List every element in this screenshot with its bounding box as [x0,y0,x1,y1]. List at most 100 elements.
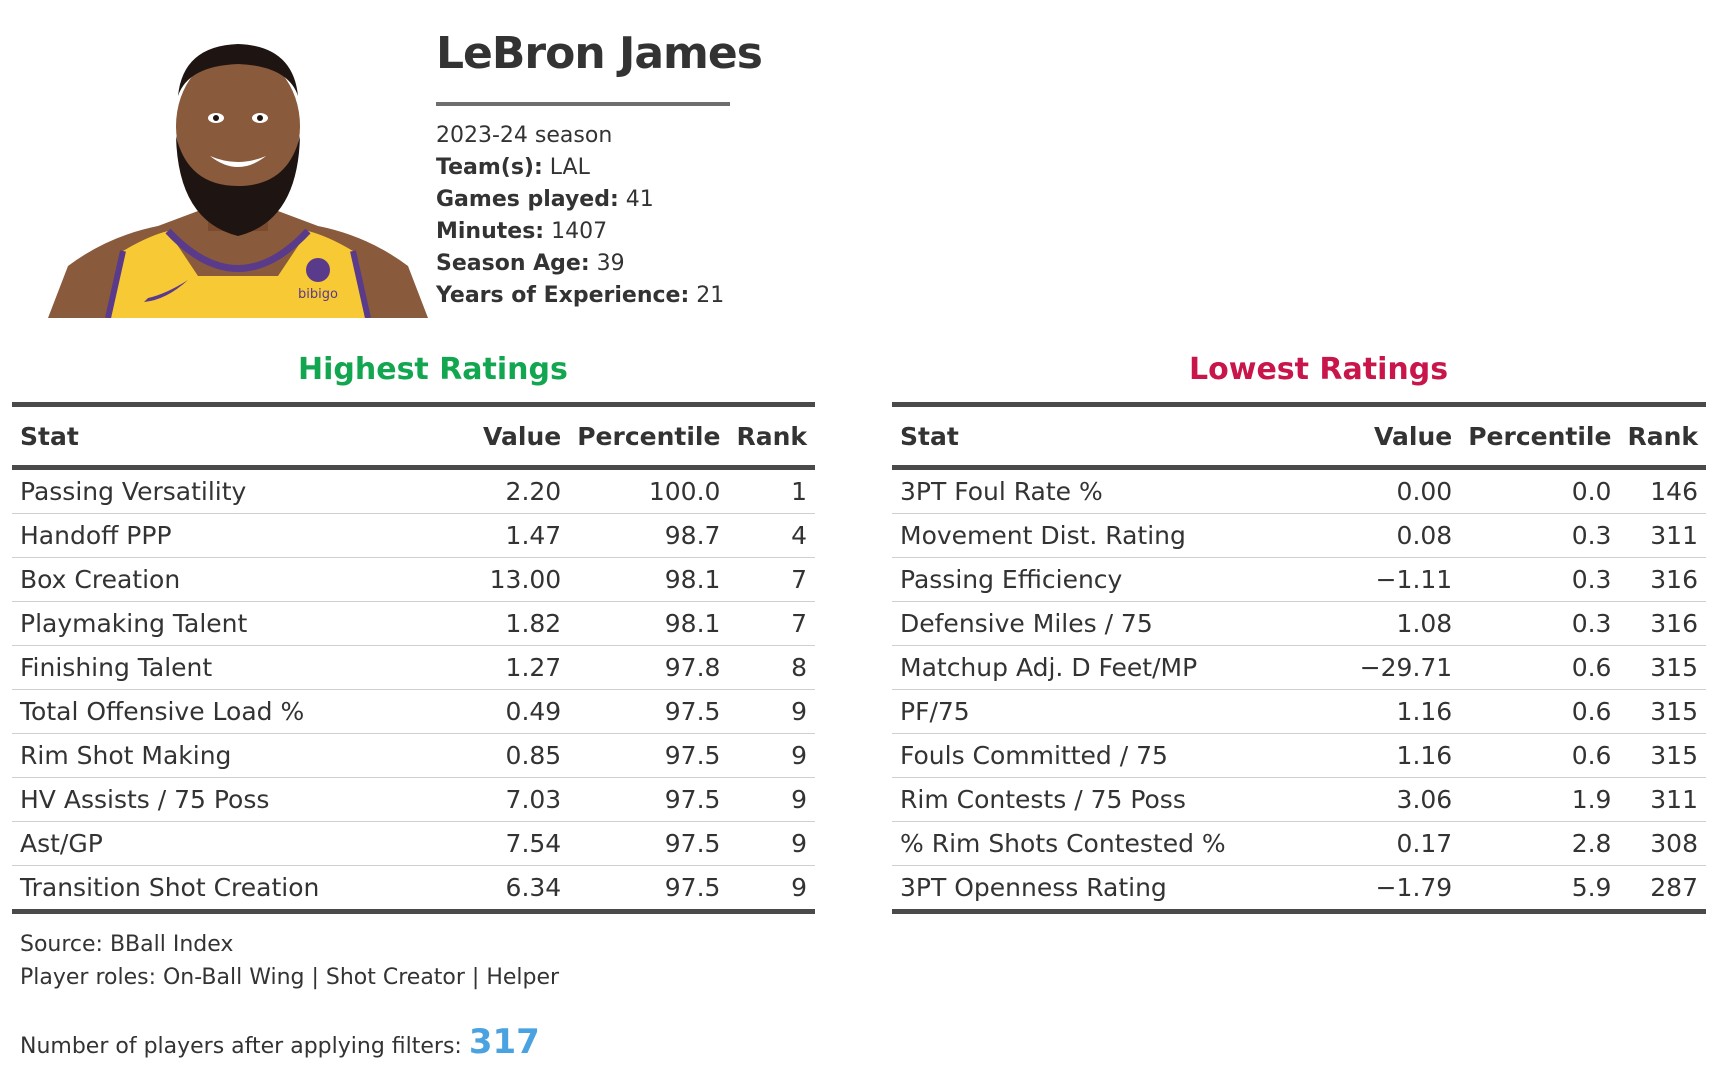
value-cell: −1.11 [1330,557,1461,602]
table-header-row: Stat Value Percentile Rank [892,404,1706,468]
table-row: 3PT Openness Rating −1.79 5.9 287 [892,865,1706,914]
value-cell: −29.71 [1330,645,1461,690]
stat-cell: Transition Shot Creation [12,865,450,914]
table-header-row: Stat Value Percentile Rank [12,404,815,468]
value-cell: 7.03 [449,777,570,822]
rank-cell: 316 [1619,601,1706,646]
table-row: Movement Dist. Rating 0.08 0.3 311 [892,513,1706,558]
info-years-experience: Years of Experience: 21 [436,280,724,312]
info-value: 41 [625,187,654,212]
column-header-value: Value [483,421,562,451]
table-row: Rim Contests / 75 Poss 3.06 1.9 311 [892,777,1706,822]
column-header-stat: Stat [20,421,79,451]
name-underline [436,102,730,106]
stat-cell: Finishing Talent [12,645,450,690]
column-header-rank: Rank [736,421,807,451]
value-cell: 1.16 [1330,689,1461,734]
stat-cell: 3PT Foul Rate % [892,467,1331,514]
info-label: Games played: [436,187,619,212]
value-cell: 1.08 [1330,601,1461,646]
info-value: 21 [696,283,725,308]
rank-cell: 146 [1619,467,1706,514]
column-header-percentile: Percentile [1468,421,1612,451]
value-cell: 1.16 [1330,733,1461,778]
stat-cell: Matchup Adj. D Feet/MP [892,645,1331,690]
rank-cell: 9 [728,689,815,734]
rank-cell: 9 [728,733,815,778]
info-value: LAL [549,155,590,180]
info-value: 1407 [551,219,608,244]
percentile-cell: 97.5 [569,865,729,914]
table-row: Total Offensive Load % 0.49 97.5 9 [12,689,815,734]
rank-cell: 9 [728,865,815,914]
percentile-cell: 2.8 [1460,821,1620,866]
percentile-cell: 1.9 [1460,777,1620,822]
column-header-percentile: Percentile [577,421,721,451]
stat-cell: Rim Contests / 75 Poss [892,777,1331,822]
percentile-cell: 0.0 [1460,467,1620,514]
stat-cell: Fouls Committed / 75 [892,733,1331,778]
player-count-label: Number of players after applying filters… [20,1034,462,1059]
rank-cell: 316 [1619,557,1706,602]
value-cell: 0.85 [449,733,570,778]
table-row: Ast/GP 7.54 97.5 9 [12,821,815,866]
player-photo: bibigo [48,36,428,318]
lowest-ratings-title: Lowest Ratings [1189,352,1449,387]
player-roles-note: Player roles: On-Ball Wing | Shot Creato… [20,965,560,990]
rank-cell: 7 [728,557,815,602]
info-label: Minutes: [436,219,545,244]
rank-cell: 8 [728,645,815,690]
player-count-value: 317 [468,1022,540,1062]
rank-cell: 7 [728,601,815,646]
rank-cell: 9 [728,777,815,822]
info-label: Season Age: [436,251,590,276]
column-header-value: Value [1374,421,1453,451]
value-cell: 0.49 [449,689,570,734]
percentile-cell: 97.5 [569,821,729,866]
percentile-cell: 97.5 [569,733,729,778]
column-header-rank: Rank [1627,421,1698,451]
stat-cell: Defensive Miles / 75 [892,601,1331,646]
info-games-played: Games played: 41 [436,184,724,216]
value-cell: 3.06 [1330,777,1461,822]
jersey-sponsor-text: bibigo [298,287,338,302]
info-minutes: Minutes: 1407 [436,216,724,248]
highest-ratings-body: Passing Versatility 2.20 100.0 1 Handoff PPP… [12,467,815,914]
percentile-cell: 0.6 [1460,733,1620,778]
percentile-cell: 0.6 [1460,645,1620,690]
rank-cell: 315 [1619,645,1706,690]
highest-ratings-title: Highest Ratings [298,352,568,387]
rank-cell: 315 [1619,733,1706,778]
table-row: Rim Shot Making 0.85 97.5 9 [12,733,815,778]
info-value: 39 [596,251,625,276]
rank-cell: 1 [728,467,815,514]
value-cell: 1.47 [449,513,570,558]
rank-cell: 308 [1619,821,1706,866]
percentile-cell: 97.8 [569,645,729,690]
rank-cell: 311 [1619,513,1706,558]
footer-notes: Source: BBall Index Player roles: On-Bal… [20,928,559,994]
rank-cell: 287 [1619,865,1706,914]
stat-cell: Passing Versatility [12,467,450,514]
table-row: Playmaking Talent 1.82 98.1 7 [12,601,815,646]
season-label: 2023-24 season [436,123,613,148]
percentile-cell: 98.1 [569,557,729,602]
player-count-row: Number of players after applying filters… [20,1022,540,1062]
lowest-ratings-body: 3PT Foul Rate % 0.00 0.0 146 Movement Dist. … [892,467,1706,914]
table-row: Defensive Miles / 75 1.08 0.3 316 [892,601,1706,646]
rank-cell: 311 [1619,777,1706,822]
highest-ratings-table: Stat Value Percentile Rank Passing Versa… [12,402,815,914]
source-note: Source: BBall Index [20,932,234,957]
table-row: Matchup Adj. D Feet/MP −29.71 0.6 315 [892,645,1706,690]
percentile-cell: 0.3 [1460,513,1620,558]
table-row: Box Creation 13.00 98.1 7 [12,557,815,602]
stat-cell: PF/75 [892,689,1331,734]
value-cell: 13.00 [449,557,570,602]
stat-cell: Passing Efficiency [892,557,1331,602]
stat-cell: Total Offensive Load % [12,689,450,734]
percentile-cell: 0.3 [1460,557,1620,602]
value-cell: −1.79 [1330,865,1461,914]
table-row: Fouls Committed / 75 1.16 0.6 315 [892,733,1706,778]
info-label: Team(s): [436,155,543,180]
rank-cell: 4 [728,513,815,558]
